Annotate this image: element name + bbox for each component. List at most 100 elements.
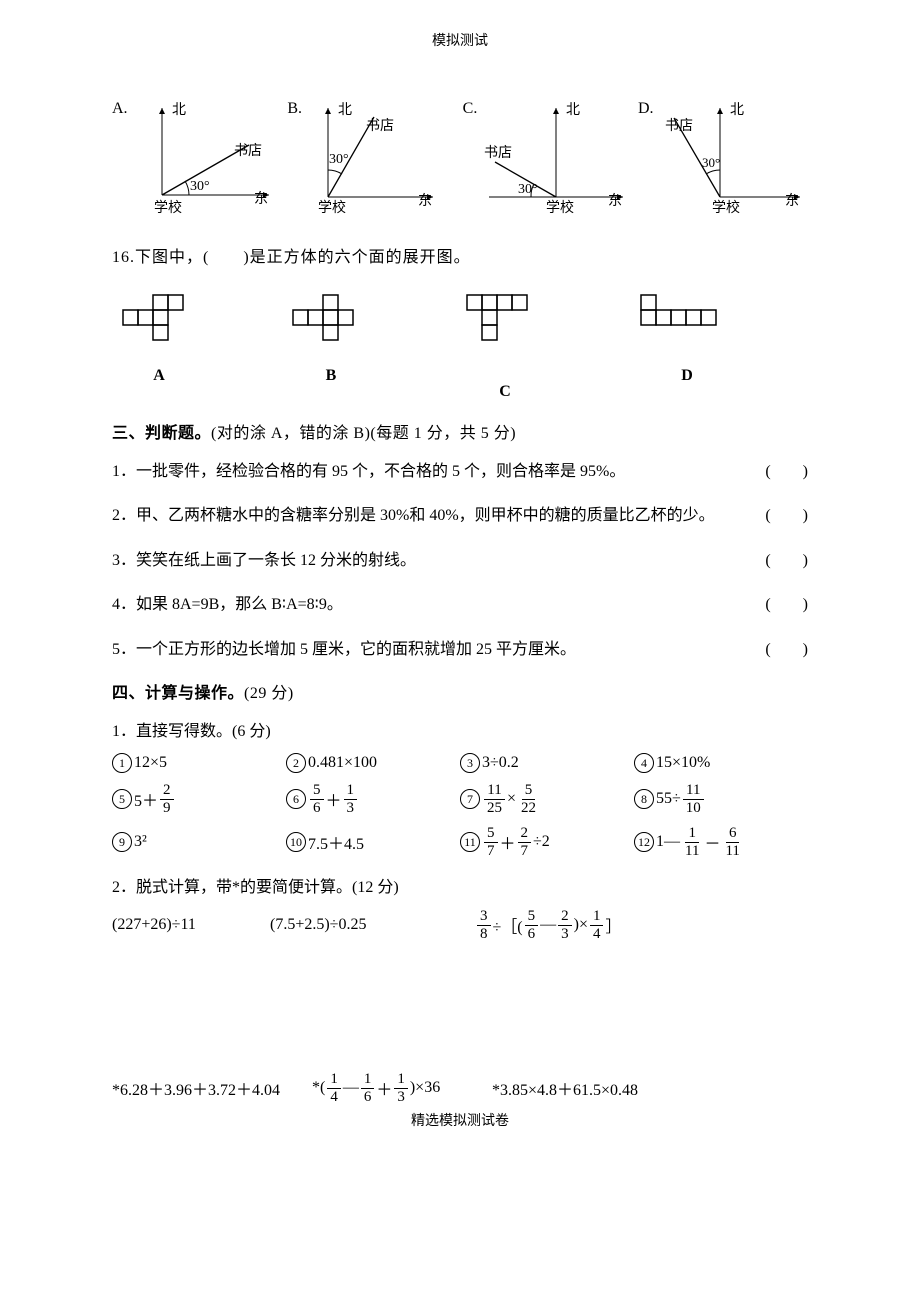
fraction: 13 [344,783,358,816]
svg-text:北: 北 [730,102,744,118]
calc-item-1: 112×5 [112,753,286,773]
calc2-row-a: (227+26)÷11 (7.5+2.5)÷0.25 38 ÷［( 56 — 2… [112,909,808,942]
fraction: 14 [327,1072,341,1105]
fraction: 23 [558,909,572,942]
calc-item-12: 121—111－611 [634,826,808,859]
circled-number: 3 [460,753,480,773]
fraction: 57 [484,826,498,859]
q16-option-b: B [290,293,372,401]
svg-text:30°: 30° [702,155,720,170]
calc-item-3: 33÷0.2 [460,753,634,773]
page: 模拟测试 A. 北 30° 东 学校 书店 B. [0,0,920,1155]
net-figure-b [290,293,372,345]
calc-before: 55÷ [656,790,681,808]
calc2-b1: *6.28＋3.96＋3.72＋4.04 [112,1072,312,1105]
calc-mid: × [507,790,516,808]
judge-text: 3．笑笑在纸上画了一条长 12 分米的射线。 [112,546,765,576]
circled-number: 5 [112,789,132,809]
judge-paren: ( ) [765,546,808,576]
compass-diagram-b: 北 30° 东 学校 书店 [308,100,456,220]
svg-text:30°: 30° [518,182,538,197]
q15-letter: D. [638,100,654,118]
fraction: 56 [310,783,324,816]
section3-title-suffix: (对的涂 A，错的涂 B)(每题 1 分，共 5 分) [211,425,516,442]
q15-letter: C. [463,100,478,118]
svg-text:东: 东 [785,193,799,209]
calc-before: 1— [656,833,680,851]
q16-letter: D [638,367,736,385]
calc2-a3: 38 ÷［( 56 — 23 )× 14 ］ [475,909,622,942]
judge-paren: ( ) [765,457,808,487]
section4-sub1: 1．直接写得数。(6 分) [112,717,808,741]
fraction: 1125 [484,783,505,816]
fraction: 522 [518,783,539,816]
calc-expr: 3² [134,833,147,851]
circled-number: 10 [286,832,306,852]
svg-text:学校: 学校 [318,199,346,216]
calc-after: ÷2 [533,833,550,851]
section4-title-main: 四、计算与操作。 [112,685,244,702]
calc-text: ＋ [376,1076,392,1100]
fraction: 611 [722,826,742,859]
section4-title-suffix: (29 分) [244,685,294,702]
q16-option-a: A [120,293,198,401]
calc-item-11: 1157＋27÷2 [460,826,634,859]
q15-options: A. 北 30° 东 学校 书店 B. [112,100,808,225]
judge-item-5: 5．一个正方形的边长增加 5 厘米，它的面积就增加 25 平方厘米。( ) [112,635,808,665]
net-figure-d [638,293,736,345]
calc-item-6: 656＋13 [286,783,460,816]
svg-text:学校: 学校 [546,199,574,216]
compass-diagram-a: 北 30° 东 学校 书店 [134,100,282,220]
svg-text:北: 北 [338,102,352,118]
judge-item-1: 1．一批零件，经检验合格的有 95 个，不合格的 5 个，则合格率是 95%。(… [112,457,808,487]
net-figure-c [464,293,546,361]
fraction: 29 [160,783,174,816]
calc-text: — [540,916,556,934]
judge-item-2: 2．甲、乙两杯糖水中的含糖率分别是 30%和 40%，则甲杯中的糖的质量比乙杯的… [112,501,808,531]
calc-text: ］ [605,913,621,937]
q16-options: A B C [112,293,808,401]
fraction: 38 [477,909,491,942]
compass-diagram-c: 北 30° 东 学校 书店 [483,100,631,220]
page-header: 模拟测试 [112,30,808,50]
circled-number: 2 [286,753,306,773]
q15-option-a: A. 北 30° 东 学校 书店 [112,100,282,225]
page-footer: 精选模拟测试卷 [0,1110,920,1130]
calc2-b2: *( 14 — 16 ＋ 13 )×36 [312,1072,492,1105]
judge-text: 5．一个正方形的边长增加 5 厘米，它的面积就增加 25 平方厘米。 [112,635,765,665]
section3-title: 三、判断题。(对的涂 A，错的涂 B)(每题 1 分，共 5 分) [112,419,808,443]
judge-text: 1．一批零件，经检验合格的有 95 个，不合格的 5 个，则合格率是 95%。 [112,457,765,487]
calc1-row3: 93² 107.5＋4.5 1157＋27÷2 121—111－611 [112,826,808,859]
circled-number: 6 [286,789,306,809]
calc2-row-b: *6.28＋3.96＋3.72＋4.04 *( 14 — 16 ＋ 13 )×3… [112,1072,808,1105]
judge-item-3: 3．笑笑在纸上画了一条长 12 分米的射线。( ) [112,546,808,576]
circled-number: 1 [112,753,132,773]
calc1-row2: 55＋29 656＋13 71125×522 855÷1110 [112,783,808,816]
calc-item-2: 20.481×100 [286,753,460,773]
fraction: 14 [590,909,604,942]
calc-mid: － [704,830,720,854]
calc-text: *( [312,1079,325,1097]
svg-text:北: 北 [566,102,580,118]
workspace-gap [112,952,808,1072]
calc-text: ÷［( [493,913,523,937]
circled-number: 11 [460,832,480,852]
q16-letter: A [120,367,198,385]
calc-expr: 15×10% [656,754,710,772]
calc-expr: 7.5＋4.5 [308,830,364,854]
fraction: 13 [394,1072,408,1105]
q16-letter: C [464,383,546,401]
circled-number: 12 [634,832,654,852]
judge-paren: ( ) [765,635,808,665]
svg-text:书店: 书店 [665,118,693,134]
q16-letter: B [290,367,372,385]
fraction: 16 [361,1072,375,1105]
section3-title-main: 三、判断题。 [112,425,211,442]
calc-mid: ＋ [326,787,342,811]
circled-number: 9 [112,832,132,852]
q15-option-d: D. 北 30° 东 学校 书店 [638,100,808,225]
svg-text:30°: 30° [329,152,349,167]
svg-text:北: 北 [172,102,186,118]
q16-option-d: D [638,293,736,401]
calc-text: — [343,1079,359,1097]
